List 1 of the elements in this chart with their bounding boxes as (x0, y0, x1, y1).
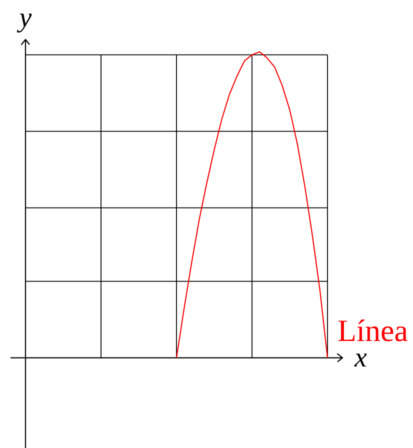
y-axis-title: y (16, 2, 32, 34)
